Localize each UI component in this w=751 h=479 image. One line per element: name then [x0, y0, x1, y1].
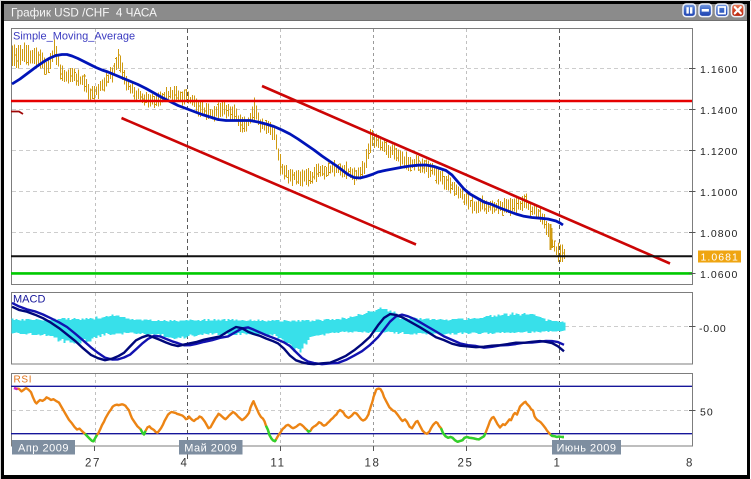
svg-text:Июнь 2009: Июнь 2009: [557, 443, 617, 455]
svg-text:1: 1: [554, 458, 562, 470]
svg-text:18: 18: [365, 458, 381, 470]
svg-text:1.1600: 1.1600: [700, 64, 738, 76]
svg-text:50: 50: [700, 407, 714, 419]
svg-text:11: 11: [270, 458, 285, 470]
svg-text:MACD: MACD: [13, 294, 45, 306]
svg-text:1.1200: 1.1200: [700, 146, 738, 158]
svg-text:1.0681: 1.0681: [701, 252, 739, 264]
svg-text:8: 8: [686, 458, 694, 470]
svg-text:1.0600: 1.0600: [700, 269, 738, 281]
svg-text:-0.00: -0.00: [699, 323, 726, 335]
svg-text:1.1000: 1.1000: [700, 187, 738, 199]
svg-text:1.1400: 1.1400: [700, 105, 738, 117]
svg-text:График USD /CHF 4 ЧАСА: График USD /CHF 4 ЧАСА: [11, 7, 157, 20]
svg-text:RSI: RSI: [14, 375, 33, 386]
svg-text:Апр 2009: Апр 2009: [18, 443, 69, 455]
svg-text:Simple_Moving_Average: Simple_Moving_Average: [13, 31, 135, 43]
svg-text:4: 4: [181, 458, 189, 470]
svg-text:1.0800: 1.0800: [700, 228, 738, 240]
svg-text:25: 25: [458, 458, 474, 470]
svg-text:Май 2009: Май 2009: [184, 443, 237, 455]
svg-text:27: 27: [85, 458, 101, 470]
